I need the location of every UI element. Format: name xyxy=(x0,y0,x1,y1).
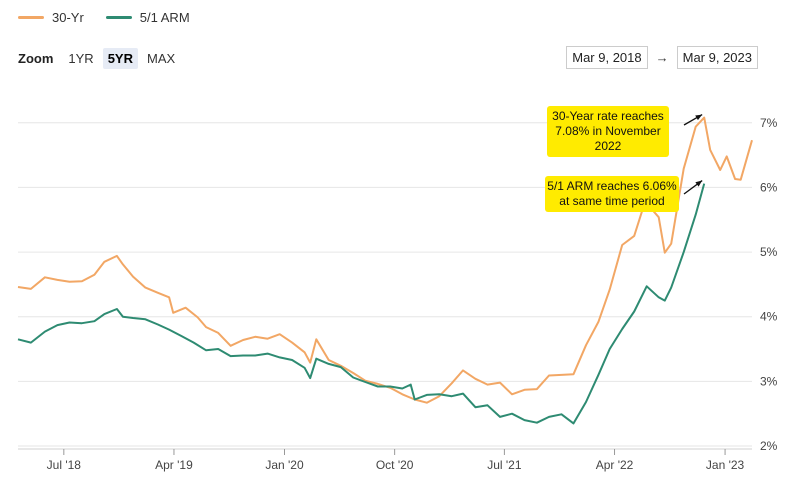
annotation-text: 5/1 ARM reaches 6.06% xyxy=(547,179,677,193)
x-tick-label: Jan '20 xyxy=(265,458,304,472)
x-tick-label: Apr '19 xyxy=(155,458,193,472)
grid-lines xyxy=(18,122,752,447)
annotation-text: 30-Year rate reaches xyxy=(552,109,664,123)
y-tick-label: 2% xyxy=(760,439,778,453)
x-tick-label: Oct '20 xyxy=(376,458,414,472)
legend-swatch-30yr xyxy=(18,16,44,19)
y-tick-label: 6% xyxy=(760,180,778,194)
annotation-arrow-head xyxy=(695,180,703,187)
end-date-input[interactable]: Mar 9, 2023 xyxy=(676,46,758,69)
arrow-right-icon: → xyxy=(655,50,669,65)
annotation-box xyxy=(545,176,679,212)
x-tick-label: Jan '23 xyxy=(706,458,745,472)
x-tick-label: Jul '21 xyxy=(487,458,522,472)
zoom-1yr-button[interactable]: 1YR xyxy=(68,51,94,66)
annotation-text: at same time period xyxy=(559,194,664,208)
x-tick-label: Apr '22 xyxy=(596,458,634,472)
y-tick-label: 4% xyxy=(760,310,778,324)
x-tick-label: Jul '18 xyxy=(47,458,82,472)
legend-label-arm: 5/1 ARM xyxy=(139,10,190,25)
y-tick-label: 7% xyxy=(760,116,778,130)
zoom-label: Zoom xyxy=(18,51,54,66)
legend-item-arm[interactable]: 5/1 ARM xyxy=(105,10,190,25)
zoom-max-button[interactable]: MAX xyxy=(146,51,176,66)
legend-item-30yr[interactable]: 30-Yr xyxy=(18,10,84,25)
annotation-box xyxy=(547,106,669,157)
y-tick-label: 3% xyxy=(760,374,778,388)
series-line-30yr xyxy=(17,116,753,404)
legend-swatch-arm xyxy=(105,16,132,19)
annotation-text: 2022 xyxy=(595,139,622,153)
start-date-input[interactable]: Mar 9, 2018 xyxy=(566,46,648,69)
zoom-bar: Zoom 1YR 5YR MAX xyxy=(18,48,180,69)
y-tick-label: 5% xyxy=(760,245,778,259)
legend: 30-Yr 5/1 ARM xyxy=(18,10,190,25)
axis-labels: 2% 3% 4% 5% 6% 7% Jul '18 Apr '19 Jan '20 Oct '20… xyxy=(18,116,778,472)
series-line-arm xyxy=(17,183,706,425)
series-lines xyxy=(17,116,753,425)
annotation-arrow-head xyxy=(695,114,703,121)
date-range: Mar 9, 2018 → Mar 9, 2023 xyxy=(566,46,758,69)
zoom-5yr-button[interactable]: 5YR xyxy=(102,48,138,69)
annotation-text: 7.08% in November xyxy=(555,124,660,138)
legend-label-30yr: 30-Yr xyxy=(52,10,84,25)
